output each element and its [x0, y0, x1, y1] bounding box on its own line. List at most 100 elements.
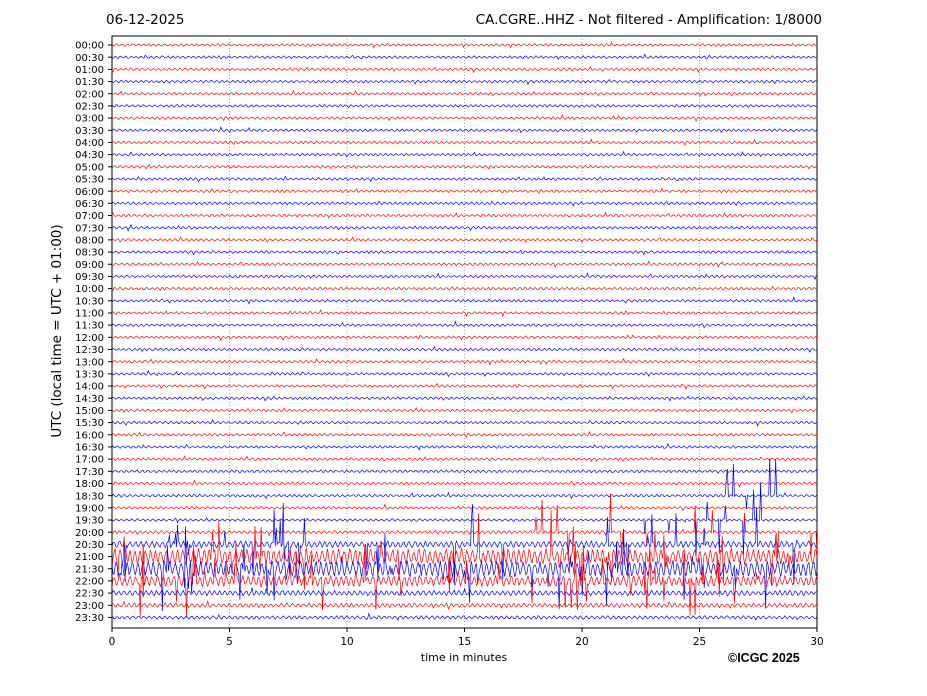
seismic-trace: [112, 455, 817, 463]
seismic-trace: [112, 479, 817, 488]
x-tick-label: 5: [226, 636, 233, 648]
seismic-trace: [112, 272, 817, 281]
x-tick-label: 20: [575, 636, 588, 648]
seismic-trace: [112, 296, 817, 305]
seismic-trace: [112, 260, 817, 268]
seismic-trace: [112, 369, 817, 378]
seismic-trace: [112, 458, 817, 509]
seismic-trace: [112, 164, 817, 170]
y-tick-label: 21:30: [75, 564, 104, 575]
date-label: 06-12-2025: [106, 12, 185, 28]
seismic-trace: [112, 65, 817, 74]
seismic-trace: [112, 542, 817, 618]
x-tick-label: 0: [109, 636, 116, 648]
seismic-trace: [112, 395, 817, 402]
x-tick-label: 15: [458, 636, 471, 648]
seismic-trace: [112, 502, 817, 585]
y-tick-label: 12:30: [75, 345, 104, 356]
station-title: CA.CGRE..HHZ - Not filtered - Amplificat…: [475, 12, 822, 28]
x-axis-label: time in minutes: [420, 651, 508, 664]
y-tick-label: 18:30: [75, 491, 104, 502]
seismic-trace: [112, 600, 817, 610]
y-tick-label: 13:00: [75, 357, 104, 368]
seismic-trace: [112, 211, 817, 219]
seismic-trace: [112, 285, 817, 292]
seismic-trace: [112, 357, 817, 367]
y-tick-label: 00:30: [75, 53, 104, 64]
seismic-trace: [112, 53, 817, 61]
y-tick-label: 12:00: [75, 333, 104, 344]
seismic-trace: [112, 309, 817, 318]
seismic-trace: [112, 334, 817, 342]
y-tick-label: 17:00: [75, 455, 104, 466]
y-tick-label: 09:00: [75, 260, 104, 271]
seismic-trace: [112, 223, 817, 233]
y-tick-label: 02:30: [75, 102, 104, 113]
seismic-trace: [112, 587, 817, 597]
y-tick-label: 07:30: [75, 223, 104, 234]
y-tick-label: 11:00: [75, 309, 104, 320]
copyright-label: ©ICGC 2025: [728, 651, 800, 665]
y-tick-label: 04:00: [75, 138, 104, 149]
y-tick-label: 01:00: [75, 65, 104, 76]
y-tick-label: 14:00: [75, 382, 104, 393]
seismic-trace: [112, 345, 817, 353]
y-tick-label: 09:30: [75, 272, 104, 283]
y-tick-label: 02:00: [75, 89, 104, 100]
y-tick-label: 00:00: [75, 41, 104, 52]
y-tick-label: 13:30: [75, 369, 104, 380]
seismic-trace: [112, 138, 817, 146]
seismic-trace: [112, 418, 817, 427]
seismic-trace: [112, 79, 817, 86]
seismic-trace: [112, 150, 817, 158]
y-axis-label: UTC (local time = UTC + 01:00): [49, 224, 65, 438]
y-tick-label: 08:30: [75, 248, 104, 259]
seismic-trace: [112, 126, 817, 134]
y-tick-label: 07:00: [75, 211, 104, 222]
seismic-trace: [112, 503, 817, 512]
y-tick-label: 15:00: [75, 406, 104, 417]
y-tick-label: 20:30: [75, 540, 104, 551]
y-tick-label: 08:00: [75, 235, 104, 246]
y-tick-label: 19:00: [75, 503, 104, 514]
seismic-trace: [112, 612, 817, 621]
y-tick-label: 05:00: [75, 162, 104, 173]
seismic-trace: [112, 382, 817, 391]
y-tick-label: 18:00: [75, 479, 104, 490]
y-tick-label: 11:30: [75, 321, 104, 332]
y-tick-label: 10:30: [75, 296, 104, 307]
y-tick-label: 03:30: [75, 126, 104, 137]
y-tick-label: 23:00: [75, 601, 104, 612]
x-tick-label: 25: [693, 636, 706, 648]
seismic-trace: [112, 431, 817, 439]
x-tick-label: 30: [810, 636, 823, 648]
seismic-trace: [112, 482, 817, 557]
y-tick-label: 16:30: [75, 443, 104, 454]
grid-lines: [229, 36, 700, 628]
y-tick-label: 22:30: [75, 589, 104, 600]
y-tick-label: 19:30: [75, 516, 104, 527]
seismic-trace: [112, 320, 817, 329]
seismic-trace: [112, 442, 817, 451]
seismic-trace: [112, 187, 817, 195]
seismic-trace: [112, 249, 817, 256]
x-tick-label: 10: [340, 636, 353, 648]
y-tick-label: 21:00: [75, 552, 104, 563]
y-tick-label: 20:00: [75, 528, 104, 539]
seismic-trace: [112, 526, 817, 612]
seismic-trace: [112, 236, 817, 244]
y-tick-label: 23:30: [75, 613, 104, 624]
seismic-trace: [112, 200, 817, 207]
y-tick-label: 03:00: [75, 114, 104, 125]
y-tick-label: 05:30: [75, 175, 104, 186]
y-tick-label: 17:30: [75, 467, 104, 478]
seismic-trace: [112, 41, 817, 49]
seismic-trace: [112, 468, 817, 474]
y-tick-label: 10:00: [75, 284, 104, 295]
plot-frame: [111, 35, 818, 629]
seismic-trace: [112, 113, 817, 123]
seismic-trace: [112, 493, 817, 561]
y-tick-label: 15:30: [75, 418, 104, 429]
